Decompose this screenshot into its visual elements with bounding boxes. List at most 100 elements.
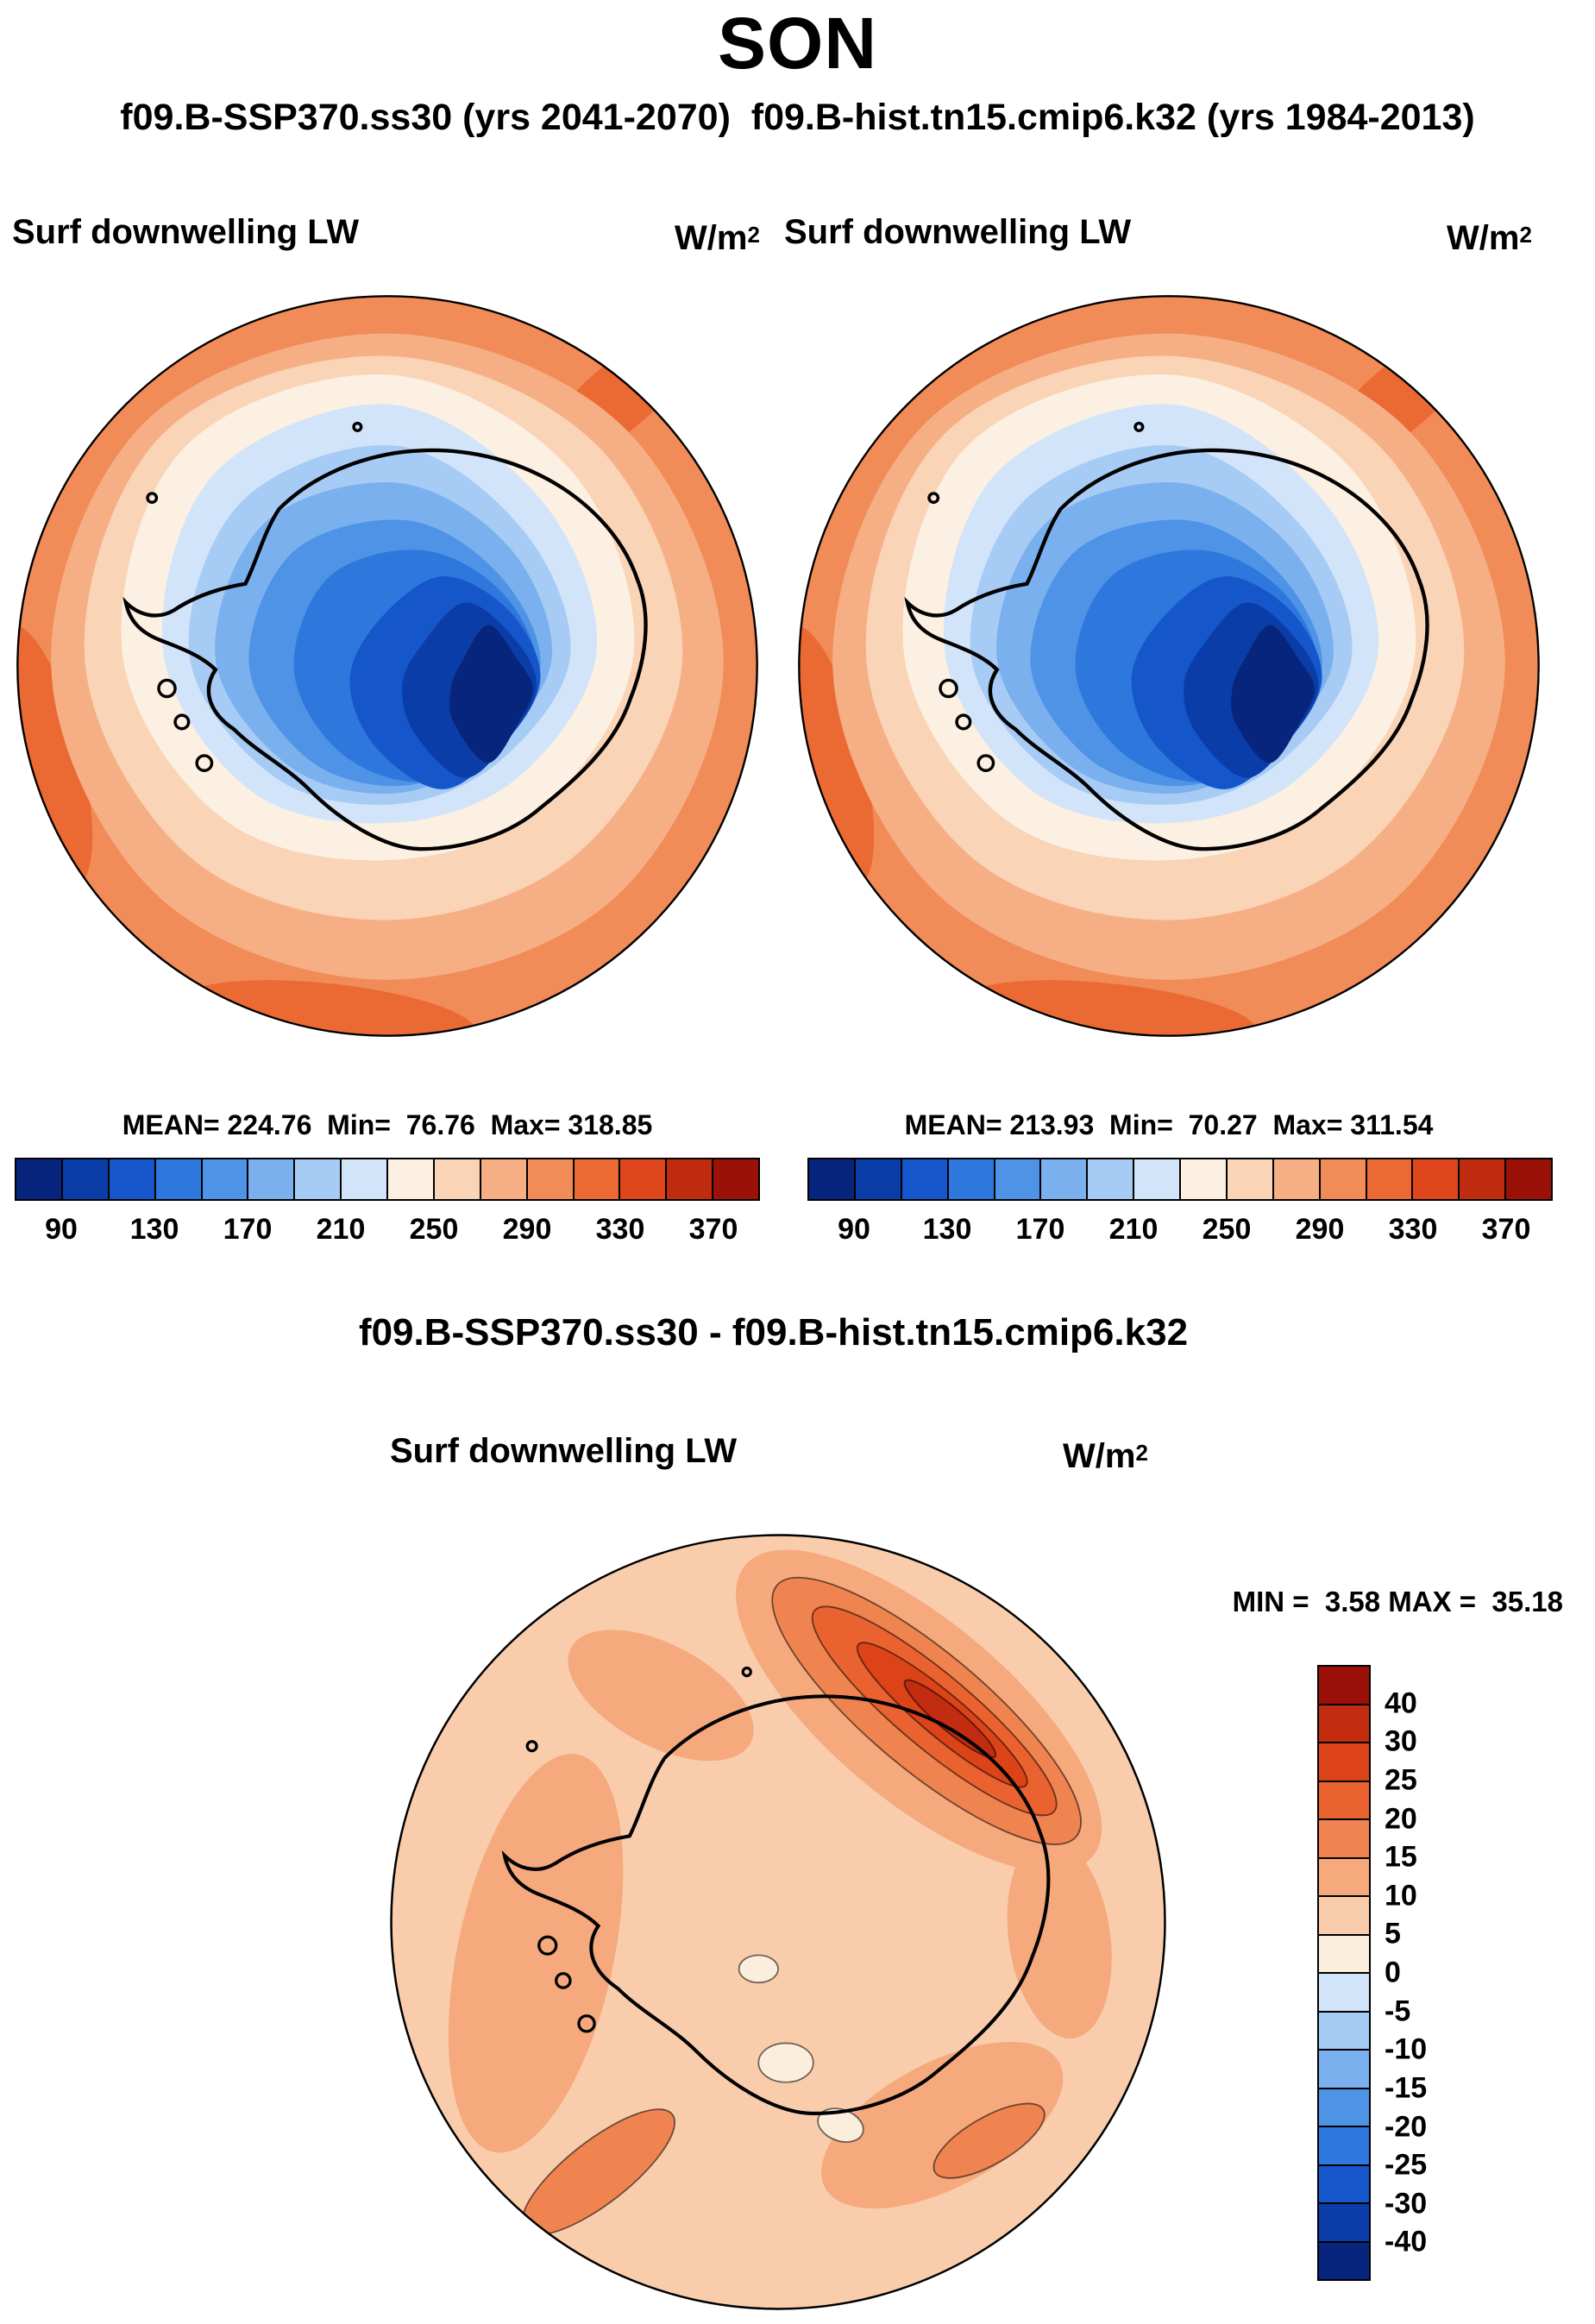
contour-band xyxy=(448,1754,624,2153)
colorbar-ticks-right: 90 130 170 210 250 290 330 370 xyxy=(807,1213,1553,1249)
colorbar-cell xyxy=(525,1159,573,1199)
colorbar-ticks-left: 90 130 170 210 250 290 330 370 xyxy=(15,1213,760,1249)
map-scenario xyxy=(16,295,758,1037)
island-outline xyxy=(352,421,363,432)
colorbar-tick-label: -5 xyxy=(1385,1994,1411,2028)
field-label-diff: Surf downwelling LW xyxy=(390,1432,738,1470)
diff-minmax: MIN = 3.58 MAX = 35.18 xyxy=(1232,1586,1563,1617)
units-exponent: 2 xyxy=(1135,1440,1148,1466)
stats-right: MEAN= 213.93 Min= 70.27 Max= 311.54 xyxy=(904,1109,1434,1140)
stats-left: MEAN= 224.76 Min= 76.76 Max= 318.85 xyxy=(122,1109,653,1140)
colorbar-tick-label: 250 xyxy=(409,1213,459,1246)
colorbar-cell xyxy=(572,1159,619,1199)
units-base: W/m xyxy=(1063,1437,1136,1475)
map-boundary-circle xyxy=(390,1534,1166,2310)
colorbar-tick-label: 330 xyxy=(595,1213,645,1246)
colorbar-cell xyxy=(247,1159,294,1199)
colorbar-cell xyxy=(1319,2049,1369,2088)
colorbar-left xyxy=(15,1158,760,1201)
colorbar-tick-label: 210 xyxy=(316,1213,366,1246)
colorbar-cell xyxy=(16,1159,61,1199)
island-outline xyxy=(955,713,972,731)
colorbar-cell xyxy=(1319,1780,1369,1818)
colorbar-cell xyxy=(1319,2240,1369,2279)
island-outline xyxy=(537,1935,558,1956)
units-base: W/m xyxy=(675,219,748,257)
units-exponent: 2 xyxy=(747,222,760,248)
colorbar-cell xyxy=(1319,2202,1369,2241)
contour-band xyxy=(903,1679,997,1759)
colorbar-tick-label: 90 xyxy=(838,1213,870,1246)
map-boundary-circle xyxy=(16,295,758,1037)
contour-band xyxy=(933,2102,1046,2179)
colorbar-tick-label: -30 xyxy=(1385,2187,1428,2220)
colorbar-cell xyxy=(1365,1159,1412,1199)
colorbar-cell xyxy=(1086,1159,1133,1199)
colorbar-cell xyxy=(1319,2126,1369,2164)
colorbar-cell xyxy=(107,1159,154,1199)
island-outline xyxy=(195,754,214,772)
colorbar-cell xyxy=(993,1159,1040,1199)
map-difference xyxy=(390,1534,1166,2310)
colorbar-tick-label: -40 xyxy=(1385,2225,1428,2258)
colorbar-cell xyxy=(1319,1818,1369,1857)
colorbar-tick-label: 210 xyxy=(1108,1213,1159,1246)
colorbar-cell xyxy=(432,1159,480,1199)
island-outline xyxy=(525,1740,538,1753)
colorbar-tick-label: 170 xyxy=(1015,1213,1065,1246)
colorbar-cell xyxy=(853,1159,901,1199)
colorbar-tick-label: 370 xyxy=(688,1213,738,1246)
colorbar-cell xyxy=(1319,1856,1369,1895)
colorbar-tick-label: 370 xyxy=(1481,1213,1531,1246)
colorbar-cell xyxy=(900,1159,947,1199)
colorbar-cell xyxy=(1319,1703,1369,1742)
colorbar-tick-label: 130 xyxy=(129,1213,179,1246)
colorbar-cell xyxy=(665,1159,713,1199)
colorbar-diff-labels: 40 30 25 20 15 10 5 0 -5 -10 -15 -20 -25 -30 -40 xyxy=(1385,1665,1488,2281)
colorbar-cell xyxy=(1319,2087,1369,2126)
colorbar-cell xyxy=(1458,1159,1505,1199)
diff-title: f09.B-SSP370.ss30 - f09.B-hist.tn15.cmip… xyxy=(358,1311,1189,1354)
island-outline xyxy=(173,713,191,731)
colorbar-cell xyxy=(293,1159,341,1199)
colorbar-cell xyxy=(712,1159,758,1199)
colorbar-tick-label: 15 xyxy=(1385,1840,1417,1874)
colorbar-cell xyxy=(619,1159,666,1199)
colorbar-tick-label: 130 xyxy=(922,1213,972,1246)
colorbar-cell xyxy=(1411,1159,1459,1199)
island-outline xyxy=(555,1972,572,1989)
contour-band xyxy=(568,1630,754,1762)
island-outline xyxy=(741,1666,752,1678)
colorbar-cell xyxy=(1319,1972,1369,2011)
antarctica-coastline xyxy=(904,448,1429,851)
colorbar-tick-label: 290 xyxy=(502,1213,552,1246)
island-outline xyxy=(577,2014,596,2033)
colorbar-cell xyxy=(1319,1667,1369,1704)
colorbar-tick-label: 10 xyxy=(1385,1879,1417,1913)
colorbar-cell xyxy=(1179,1159,1226,1199)
colorbar-cell xyxy=(1133,1159,1179,1199)
colorbar-cell xyxy=(1272,1159,1319,1199)
colorbar-cell xyxy=(154,1159,201,1199)
colorbar-cell xyxy=(1319,2010,1369,2049)
map-boundary-circle xyxy=(798,295,1540,1037)
colorbar-cell xyxy=(60,1159,108,1199)
colorbar-tick-label: 5 xyxy=(1385,1917,1401,1950)
island-outline xyxy=(1133,421,1145,432)
colorbar-cell xyxy=(946,1159,994,1199)
colorbar-cell xyxy=(340,1159,386,1199)
colorbar-cell xyxy=(1318,1159,1366,1199)
contour-band xyxy=(821,2041,1064,2209)
colorbar-cell xyxy=(200,1159,248,1199)
colorbar-tick-label: 20 xyxy=(1385,1802,1417,1835)
colorbar-diff xyxy=(1317,1665,1371,2281)
field-label-right: Surf downwelling LW xyxy=(784,213,1132,251)
units-base: W/m xyxy=(1447,219,1520,257)
colorbar-tick-label: 25 xyxy=(1385,1763,1417,1797)
island-outline xyxy=(927,492,940,505)
colorbar-cell xyxy=(386,1159,433,1199)
colorbar-tick-label: -20 xyxy=(1385,2110,1428,2143)
map-historical xyxy=(798,295,1540,1037)
colorbar-tick-label: 90 xyxy=(45,1213,78,1246)
colorbar-tick-label: 40 xyxy=(1385,1686,1417,1720)
